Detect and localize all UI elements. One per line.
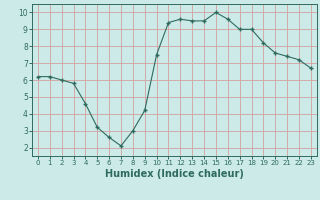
X-axis label: Humidex (Indice chaleur): Humidex (Indice chaleur) — [105, 169, 244, 179]
